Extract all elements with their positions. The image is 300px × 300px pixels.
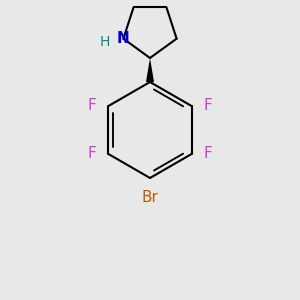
Text: N: N <box>117 31 130 46</box>
Text: F: F <box>88 98 96 113</box>
Text: F: F <box>88 146 96 161</box>
Text: H: H <box>100 35 110 49</box>
Text: F: F <box>204 146 212 161</box>
Text: Br: Br <box>142 190 158 205</box>
Text: F: F <box>204 98 212 113</box>
Polygon shape <box>146 58 154 82</box>
